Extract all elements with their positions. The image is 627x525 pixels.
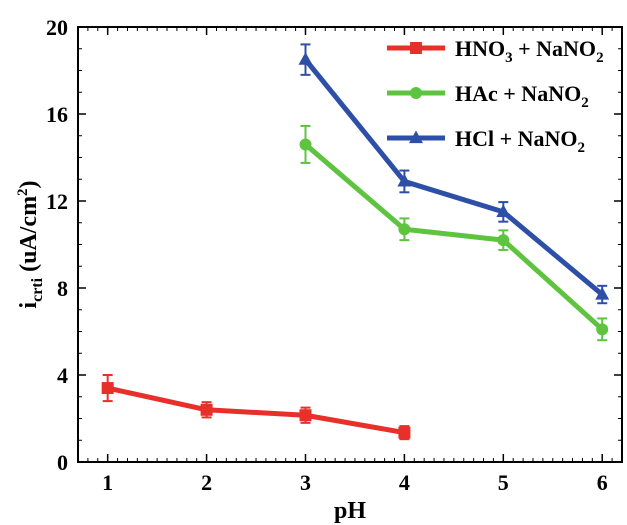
legend-label: HCl + NaNO2 xyxy=(455,126,585,156)
y-tick-label: 0 xyxy=(57,450,68,475)
data-point xyxy=(398,223,411,236)
legend-item: HCl + NaNO2 xyxy=(387,126,585,156)
legend-marker xyxy=(410,87,422,99)
y-axis-title-main: i xyxy=(16,302,42,309)
legend-label-text: HAc + NaNO xyxy=(455,81,581,106)
data-point xyxy=(596,323,609,336)
x-ticks: 1 2 3 4 5 6 xyxy=(77,27,623,495)
y-tick-label: 16 xyxy=(46,102,68,127)
data-point xyxy=(101,382,114,395)
y-tick-label: 4 xyxy=(57,363,68,388)
data-point xyxy=(299,409,312,422)
legend-label-subscript: 2 xyxy=(596,50,604,66)
legend-label-subscript: 3 xyxy=(505,50,513,66)
series-circle xyxy=(299,124,609,342)
legend-label: HNO3 + NaNO2 xyxy=(455,36,604,66)
x-axis-title: pH xyxy=(334,498,366,524)
series-triangle xyxy=(298,43,610,305)
x-tick-label: 3 xyxy=(300,470,311,495)
legend-marker xyxy=(409,130,423,144)
series-line xyxy=(107,385,405,436)
data-point xyxy=(398,426,411,439)
x-tick-label: 4 xyxy=(399,470,410,495)
data-point xyxy=(299,138,312,151)
legend-label: HAc + NaNO2 xyxy=(455,81,589,111)
data-point xyxy=(200,403,213,416)
series-square xyxy=(101,374,411,441)
legend-label-text: + NaNO xyxy=(513,36,596,61)
y-tick-label: 20 xyxy=(46,15,68,40)
legend-label-text: HCl + NaNO xyxy=(455,126,578,151)
y-axis-title-unit-close: ) xyxy=(16,180,42,188)
series-line xyxy=(303,142,604,332)
x-tick-label: 1 xyxy=(102,470,113,495)
legend-label-subscript: 2 xyxy=(578,140,586,156)
x-tick-label: 6 xyxy=(597,470,608,495)
data-point xyxy=(595,287,610,300)
legend-marker xyxy=(410,42,422,54)
y-tick-label: 8 xyxy=(57,276,68,301)
y-axis-title-unit: (uA/cm xyxy=(16,196,42,278)
y-axis-title-unit-sup: 2 xyxy=(15,188,31,196)
y-axis-title: icrti (uA/cm2) xyxy=(15,180,46,308)
y-tick-label: 12 xyxy=(46,189,68,214)
legend-label-text: HNO xyxy=(455,36,505,61)
legend-item: HAc + NaNO2 xyxy=(387,81,589,111)
series-layer xyxy=(101,43,610,441)
y-axis-title-sub: crti xyxy=(29,277,46,302)
data-point xyxy=(497,234,510,247)
x-tick-label: 5 xyxy=(498,470,509,495)
data-point xyxy=(298,52,313,65)
data-point xyxy=(496,204,511,217)
legend-item: HNO3 + NaNO2 xyxy=(387,36,604,66)
series-line xyxy=(303,58,604,297)
legend-label-subscript: 2 xyxy=(581,95,589,111)
x-tick-label: 2 xyxy=(201,470,212,495)
y-ticks: 0 4 8 12 16 20 xyxy=(46,15,622,475)
data-point xyxy=(397,173,412,187)
